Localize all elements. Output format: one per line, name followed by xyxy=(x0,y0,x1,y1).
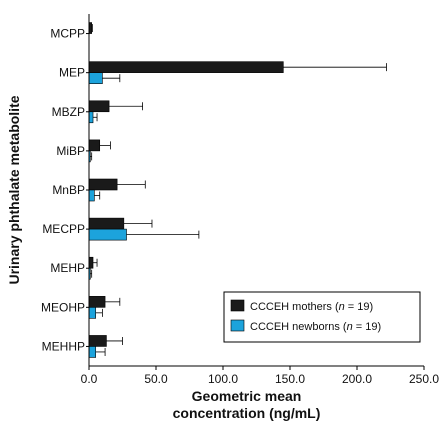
bar-series-1 xyxy=(88,307,96,319)
y-tick-label: MiBP xyxy=(56,144,85,158)
x-tick-label: 200.0 xyxy=(342,372,372,386)
bar-series-1 xyxy=(88,72,103,84)
legend: CCCEH mothers (n = 19) CCCEH newborns (n … xyxy=(223,291,421,343)
y-tick-label: MEP xyxy=(59,66,85,80)
bar-series-0 xyxy=(88,217,125,230)
x-tick-label: 0.0 xyxy=(81,372,98,386)
legend-swatch xyxy=(230,319,245,332)
y-axis-title-group: Urinary phthalate metabolite xyxy=(6,95,22,284)
bar-series-0 xyxy=(88,100,110,113)
y-tick-label: MnBP xyxy=(52,183,85,197)
x-tick-label: 50.0 xyxy=(144,372,168,386)
bar-series-1 xyxy=(88,346,96,358)
x-tick-label: 250.0 xyxy=(409,372,439,386)
legend-label: CCCEH mothers (n = 19) xyxy=(250,301,373,313)
y-tick-label: MCPP xyxy=(50,27,85,41)
legend-box xyxy=(223,291,421,343)
bars-layer xyxy=(88,22,387,358)
bar-series-1 xyxy=(88,111,94,124)
y-axis-title: Urinary phthalate metabolite xyxy=(6,95,22,284)
y-tick-label: MEHP xyxy=(50,261,85,275)
y-tick-label: MECPP xyxy=(42,222,85,236)
legend-label: CCCEH newborns (n = 19) xyxy=(250,321,381,333)
bar-series-0 xyxy=(88,256,94,269)
legend-swatch xyxy=(230,299,245,312)
x-tick-label: 150.0 xyxy=(275,372,305,386)
x-axis-title-line1: Geometric mean xyxy=(192,388,302,404)
y-tick-label: MEHHP xyxy=(42,339,85,353)
bar-series-0 xyxy=(88,296,106,308)
x-axis-title-line2: concentration (ng/mL) xyxy=(173,405,321,421)
bar-series-0 xyxy=(88,335,107,347)
bar-series-1 xyxy=(88,189,95,202)
bar-series-0 xyxy=(88,178,118,191)
y-tick-label: MEOHP xyxy=(41,300,85,314)
x-tick-label: 100.0 xyxy=(208,372,238,386)
bar-series-1 xyxy=(88,228,127,241)
y-tick-label: MBZP xyxy=(52,105,85,119)
bar-series-0 xyxy=(88,139,101,152)
axes-layer: MCPP MEP MBZP MiBP MnBP MECPP MEHP MEOHP MEHHP 0.… xyxy=(41,14,439,421)
bar-series-0 xyxy=(88,61,284,73)
